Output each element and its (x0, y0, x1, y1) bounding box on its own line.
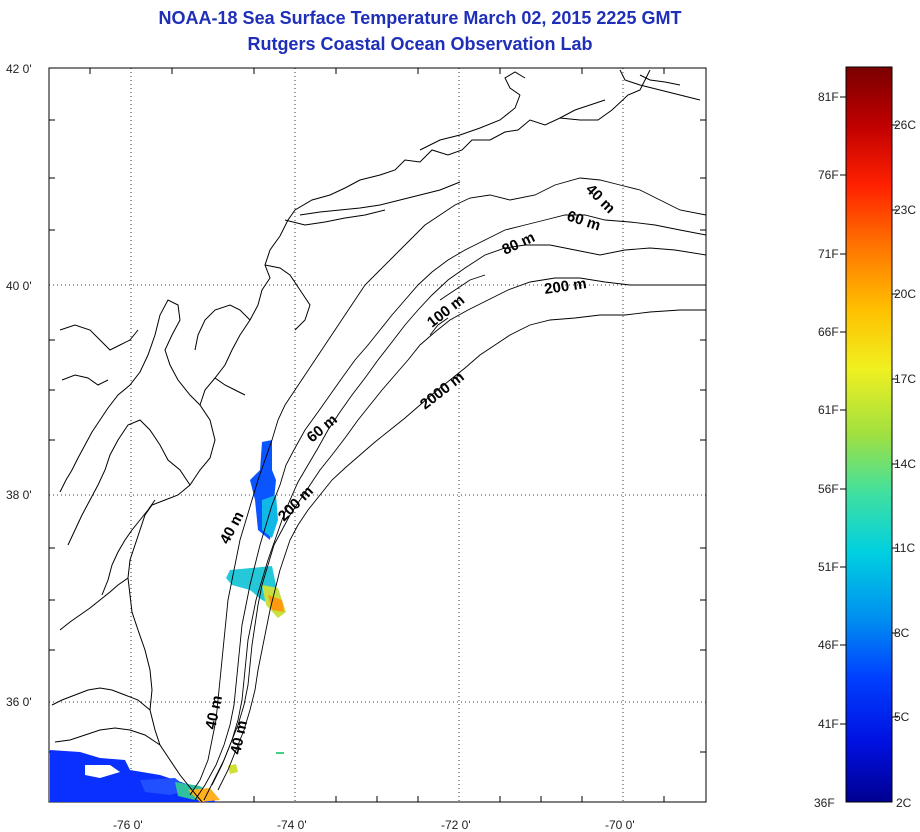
lon-label-76: -76 0' (113, 818, 143, 832)
colorbar-c-label: 14C (894, 457, 917, 471)
colorbar-f-label: 71F (818, 247, 839, 261)
colorbar-f-label: 36F (814, 796, 835, 810)
colorbar-c-label: 11C (894, 541, 916, 555)
colorbar (845, 66, 893, 803)
colorbar-f-label: 76F (818, 168, 839, 182)
map-title: NOAA-18 Sea Surface Temperature March 02… (158, 8, 682, 28)
colorbar-c-label: 20C (894, 287, 917, 301)
lat-label-42: 42 0' (6, 62, 32, 76)
colorbar-f-label: 66F (818, 325, 839, 339)
lon-label-70: -70 0' (605, 818, 635, 832)
isobath-label: 200 m (543, 275, 587, 298)
map-frame (48, 67, 707, 803)
isobath-label: 40 m (227, 719, 251, 756)
colorbar-c-label: 8C (894, 626, 910, 640)
colorbar-c-label: 23C (894, 203, 917, 217)
colorbar-f-label: 56F (818, 482, 839, 496)
colorbar-ticks (840, 96, 898, 725)
colorbar-f-label: 81F (818, 90, 839, 104)
lon-label-74: -74 0' (277, 818, 307, 832)
colorbar-f-label: 51F (818, 560, 839, 574)
isobath-label: 40 m (202, 694, 226, 731)
colorbar-f-label: 61F (818, 403, 839, 417)
colorbar-c-label: 2C (896, 796, 912, 810)
lon-label-72: -72 0' (441, 818, 471, 832)
colorbar-f-label: 41F (818, 717, 839, 731)
lat-label-38: 38 0' (6, 488, 32, 502)
map-subtitle: Rutgers Coastal Ocean Observation Lab (247, 34, 593, 54)
isobath-contours (189, 177, 706, 801)
lat-label-36: 36 0' (6, 695, 32, 709)
coastline (51, 69, 701, 802)
colorbar-c-label: 26C (894, 118, 917, 132)
graticule (49, 68, 706, 802)
colorbar-c-label: 17C (894, 372, 917, 386)
colorbar-c-label: 5C (894, 710, 910, 724)
lat-label-40: 40 0' (6, 279, 32, 293)
colorbar-f-label: 46F (818, 638, 839, 652)
